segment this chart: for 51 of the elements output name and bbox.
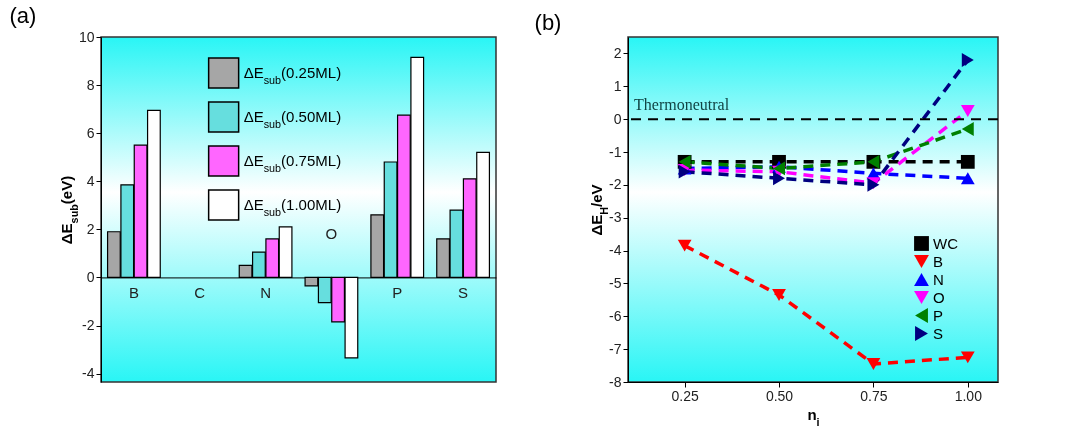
y-tick-label: -2	[82, 317, 95, 333]
legend-label: N	[933, 270, 944, 288]
legend-label: ΔE$_{sub}$(0.50ML)	[243, 108, 342, 130]
y-tick-label: -4	[82, 365, 95, 382]
x-tick-label: P	[392, 283, 403, 301]
ref-line-label: Thermoneutral	[634, 96, 730, 114]
y-tick-label: 0	[613, 110, 622, 127]
point	[772, 288, 786, 301]
legend-label: ΔE$_{sub}$(0.25ML)	[243, 64, 342, 86]
x-tick-label: N	[260, 283, 272, 301]
y-tick-label: 8	[86, 76, 95, 93]
x-tick-label: 0.50	[765, 387, 794, 404]
point	[960, 172, 975, 185]
y-tick-label: -4	[609, 242, 622, 259]
x-tick-label: S	[458, 283, 469, 301]
y-tick-label: 10	[78, 28, 95, 45]
y-tick-label: 6	[86, 124, 95, 141]
y-tick-label: -1	[609, 143, 622, 160]
legend-label: B	[933, 252, 944, 270]
point	[961, 122, 974, 136]
y-tick-label: -3	[609, 209, 622, 226]
y-tick-label: -2	[609, 176, 622, 193]
point	[866, 357, 881, 370]
y-tick-label: 0	[86, 268, 95, 285]
point	[773, 171, 785, 186]
y-tick-label: 1	[613, 77, 622, 94]
legend-label: ΔE$_{sub}$(0.75ML)	[243, 152, 342, 174]
y-tick-label: 4	[86, 172, 95, 189]
legend-label: WC	[933, 234, 959, 252]
legend-label: P	[933, 306, 944, 324]
x-axis-title: n$_{i}$	[807, 405, 820, 428]
legend-label: S	[933, 324, 944, 342]
y-tick-label: -8	[609, 373, 622, 390]
point	[960, 351, 975, 364]
x-tick-label: 0.75	[860, 387, 888, 404]
chart-title: (b)	[534, 10, 562, 35]
x-tick-label: 0.25	[671, 387, 699, 404]
y-tick-label: -5	[609, 274, 622, 291]
y-tick-label: 2	[86, 220, 95, 237]
chart-title: (a)	[9, 3, 37, 28]
legend-label: ΔE$_{sub}$(1.00ML)	[243, 196, 342, 218]
x-tick-label: C	[194, 283, 206, 301]
y-tick-label: 2	[613, 44, 622, 61]
y-tick-label: -6	[609, 307, 622, 324]
point	[677, 239, 692, 252]
x-tick-label: 1.00	[954, 387, 983, 404]
point	[960, 154, 975, 169]
point	[961, 53, 974, 67]
point	[960, 104, 975, 117]
x-tick-label: B	[128, 283, 139, 301]
y-tick-label: -7	[609, 340, 622, 357]
